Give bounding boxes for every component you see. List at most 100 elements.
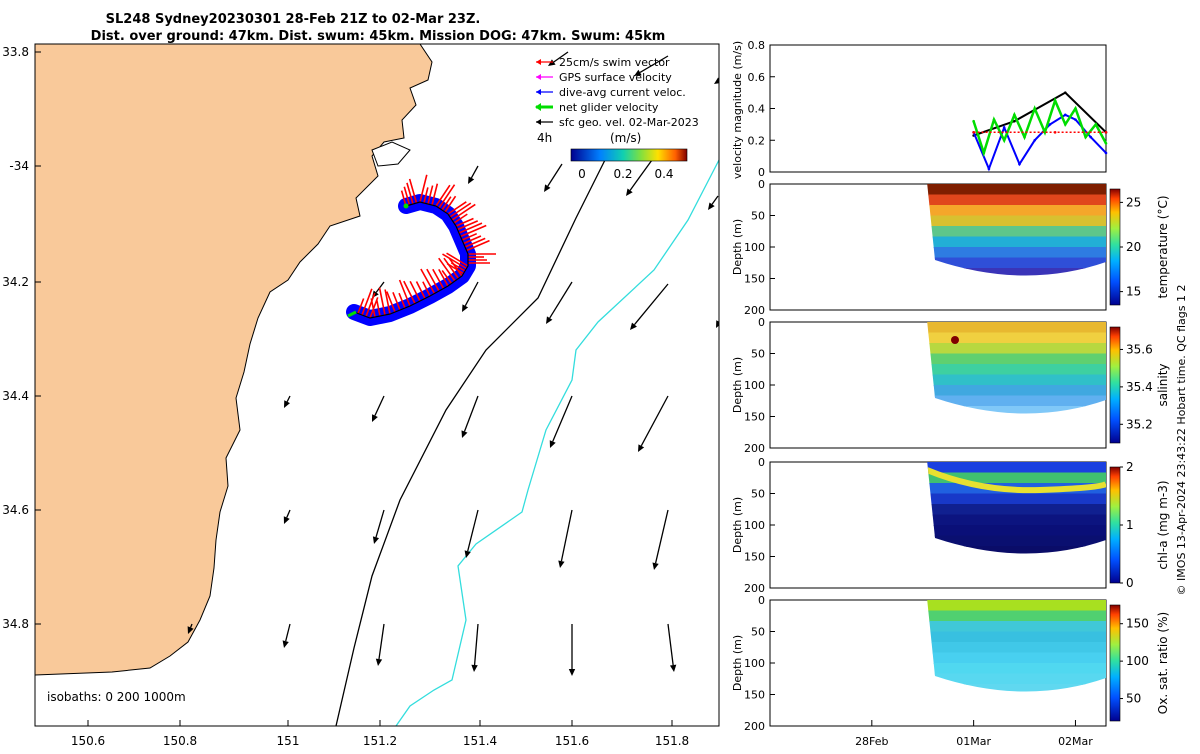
legend-label-gps: GPS surface velocity xyxy=(559,71,672,84)
colorbar-tick-label: 50 xyxy=(1126,692,1141,706)
section-ylabel: Depth (m) xyxy=(731,357,744,413)
section-layer xyxy=(927,195,1107,207)
legend-label-swim: 25cm/s swim vector xyxy=(559,56,670,69)
time-tick-label: 01Mar xyxy=(956,735,991,748)
section-colorbar xyxy=(1110,189,1120,305)
velocity-point xyxy=(1084,136,1087,139)
section-layer xyxy=(927,663,1107,675)
velocity-point xyxy=(1033,107,1036,110)
section-ylabel: Depth (m) xyxy=(731,497,744,553)
legend-label-dive: dive-avg current veloc. xyxy=(559,86,686,99)
section-layer xyxy=(927,184,1107,196)
lon-tick-label: 151 xyxy=(277,734,300,748)
section-layer xyxy=(927,322,1107,334)
section-ytick-label: 0 xyxy=(758,316,765,329)
section-layer xyxy=(927,385,1107,397)
velocity-point xyxy=(1054,131,1057,134)
section-ytick-label: 100 xyxy=(744,241,765,254)
velocity-point xyxy=(1074,118,1077,121)
section-ytick-label: 150 xyxy=(744,273,765,286)
section-ytick-label: 0 xyxy=(758,178,765,191)
section-layer xyxy=(927,611,1107,623)
lat-tick-label: 34.2 xyxy=(2,275,29,289)
section-ytick-label: 150 xyxy=(744,551,765,564)
colorbar-tick-label: 35.2 xyxy=(1126,417,1153,431)
section-ytick-label: 200 xyxy=(744,442,765,455)
section-layer xyxy=(927,354,1107,366)
footer-credit: © IMOS 13-Apr-2024 23:43:22 Hobart time.… xyxy=(1175,285,1188,596)
speed-colorbar xyxy=(571,149,687,161)
velocity-point xyxy=(1033,139,1036,142)
velocity-point xyxy=(1064,114,1067,117)
lat-tick-label: 34.6 xyxy=(2,503,29,517)
section-field xyxy=(927,600,1107,696)
velocity-point xyxy=(1003,126,1006,129)
colorbar-tick-2: 0.4 xyxy=(654,167,673,181)
colorbar-tick-label: 20 xyxy=(1126,240,1141,254)
section-ytick-label: 100 xyxy=(744,657,765,670)
section-ylabel: Depth (m) xyxy=(731,635,744,691)
velocity-point xyxy=(1105,131,1108,134)
velocity-ylabel: velocity magnitude (m/s) xyxy=(731,41,744,179)
velocity-ytick-label: 0.2 xyxy=(748,134,766,147)
section-ytick-label: 150 xyxy=(744,411,765,424)
section-ytick-label: 0 xyxy=(758,456,765,469)
lon-tick-label: 151.4 xyxy=(463,734,497,748)
lon-tick-label: 150.6 xyxy=(71,734,105,748)
velocity-point xyxy=(1049,123,1052,126)
legend-label-net: net glider velocity xyxy=(559,101,659,114)
section-layer xyxy=(927,247,1107,259)
colorbar-tick-1: 0.2 xyxy=(613,167,632,181)
isobath-label: isobaths: 0 200 1000m xyxy=(47,690,186,704)
section-ytick-label: 50 xyxy=(751,348,765,361)
colorbar-title: (m/s) xyxy=(610,131,641,145)
section-layer xyxy=(927,462,1107,474)
section-layer xyxy=(927,216,1107,228)
section-ytick-label: 50 xyxy=(751,488,765,501)
section-field xyxy=(927,462,1107,558)
colorbar-tick-label: 0 xyxy=(1126,576,1134,590)
velocity-ytick-label: 0.4 xyxy=(748,103,766,116)
section-ytick-label: 100 xyxy=(744,519,765,532)
section-layer xyxy=(927,642,1107,654)
section-layer xyxy=(927,205,1107,217)
section-layer xyxy=(927,494,1107,506)
lat-tick-label: 34.4 xyxy=(2,389,29,403)
time-tick-label: 02Mar xyxy=(1058,735,1093,748)
section-layer xyxy=(927,237,1107,249)
velocity-point xyxy=(1095,123,1098,126)
section-layer xyxy=(927,226,1107,238)
velocity-point xyxy=(993,118,996,121)
velocity-point xyxy=(1064,91,1067,94)
velocity-point xyxy=(1003,139,1006,142)
section-colorbar-label: salinity xyxy=(1156,363,1170,406)
salinity-spot xyxy=(951,336,959,344)
velocity-point xyxy=(1013,114,1016,117)
legend-label-sfc: sfc geo. vel. 02-Mar-2023 xyxy=(559,116,699,129)
velocity-point xyxy=(1018,163,1021,166)
section-layer xyxy=(927,375,1107,387)
section-colorbar xyxy=(1110,467,1120,583)
velocity-axes xyxy=(770,45,1106,172)
section-ytick-label: 150 xyxy=(744,689,765,702)
section-colorbar xyxy=(1110,605,1120,721)
colorbar-tick-label: 150 xyxy=(1126,617,1149,631)
velocity-ytick-label: 0.8 xyxy=(748,39,766,52)
section-layer xyxy=(927,504,1107,516)
colorbar-tick-label: 35.6 xyxy=(1126,342,1153,356)
lon-tick-label: 151.6 xyxy=(555,734,589,748)
section-colorbar xyxy=(1110,327,1120,443)
velocity-ytick-label: 0.6 xyxy=(748,71,766,84)
velocity-point xyxy=(1089,136,1092,139)
section-field xyxy=(927,184,1107,280)
section-layer xyxy=(927,632,1107,644)
velocity-point xyxy=(1105,142,1108,145)
section-ylabel: Depth (m) xyxy=(731,219,744,275)
lon-tick-label: 151.2 xyxy=(363,734,397,748)
